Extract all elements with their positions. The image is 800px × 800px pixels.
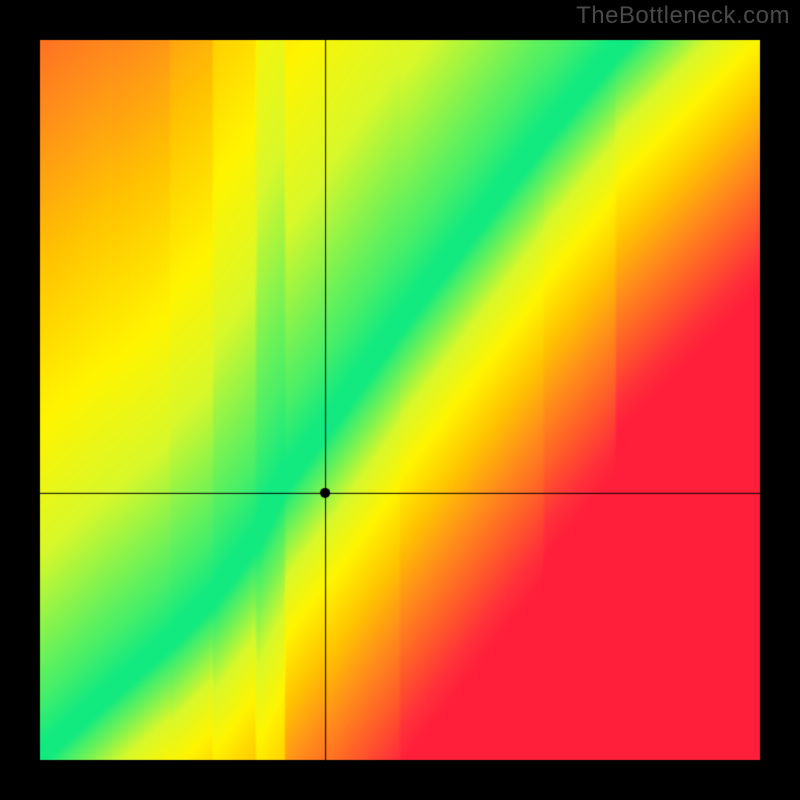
chart-container: TheBottleneck.com [0, 0, 800, 800]
watermark-text: TheBottleneck.com [576, 2, 790, 30]
bottleneck-heatmap [0, 0, 800, 800]
